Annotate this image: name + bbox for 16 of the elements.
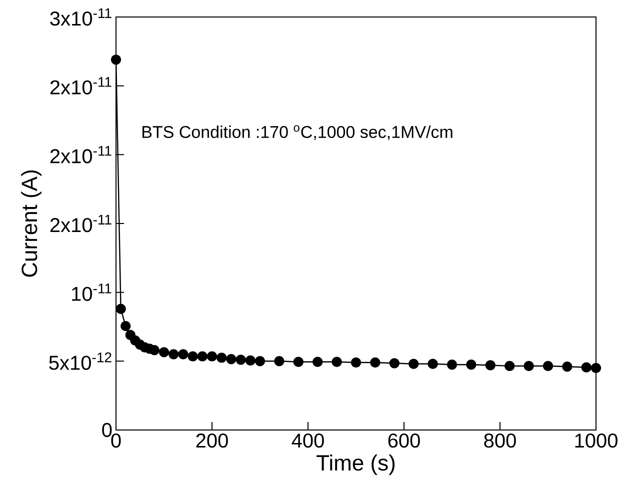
x-tick-label: 800 — [484, 434, 516, 448]
y-tick-label: 2x10$^{-11}$ — [50, 77, 112, 94]
y-tick-label: 2x10$^{-11}$ — [50, 214, 112, 232]
y-axis-title: Current (A) — [21, 170, 42, 277]
y-tick-label: 5x10$^{-12}$ — [49, 352, 112, 370]
x-tick-label: 400 — [292, 434, 324, 448]
x-tick-label: 1000 — [575, 434, 618, 448]
y-tick-label: 3x10$^{-11}$ — [50, 8, 112, 26]
x-axis-title: Time (s) — [316, 454, 395, 476]
x-tick-label: 200 — [196, 434, 228, 448]
y-tick-label: 0 — [102, 422, 112, 438]
y-tick-label: 10$^{-11}$ — [72, 284, 112, 301]
x-tick-label: 600 — [388, 434, 420, 448]
annotation: BTS Condition :170 $^{o}$C,1000 sec,1MV/cm — [142, 125, 452, 140]
x-tick-label: 0 — [111, 434, 121, 448]
y-tick-label: 2x10$^{-11}$ — [50, 146, 112, 164]
